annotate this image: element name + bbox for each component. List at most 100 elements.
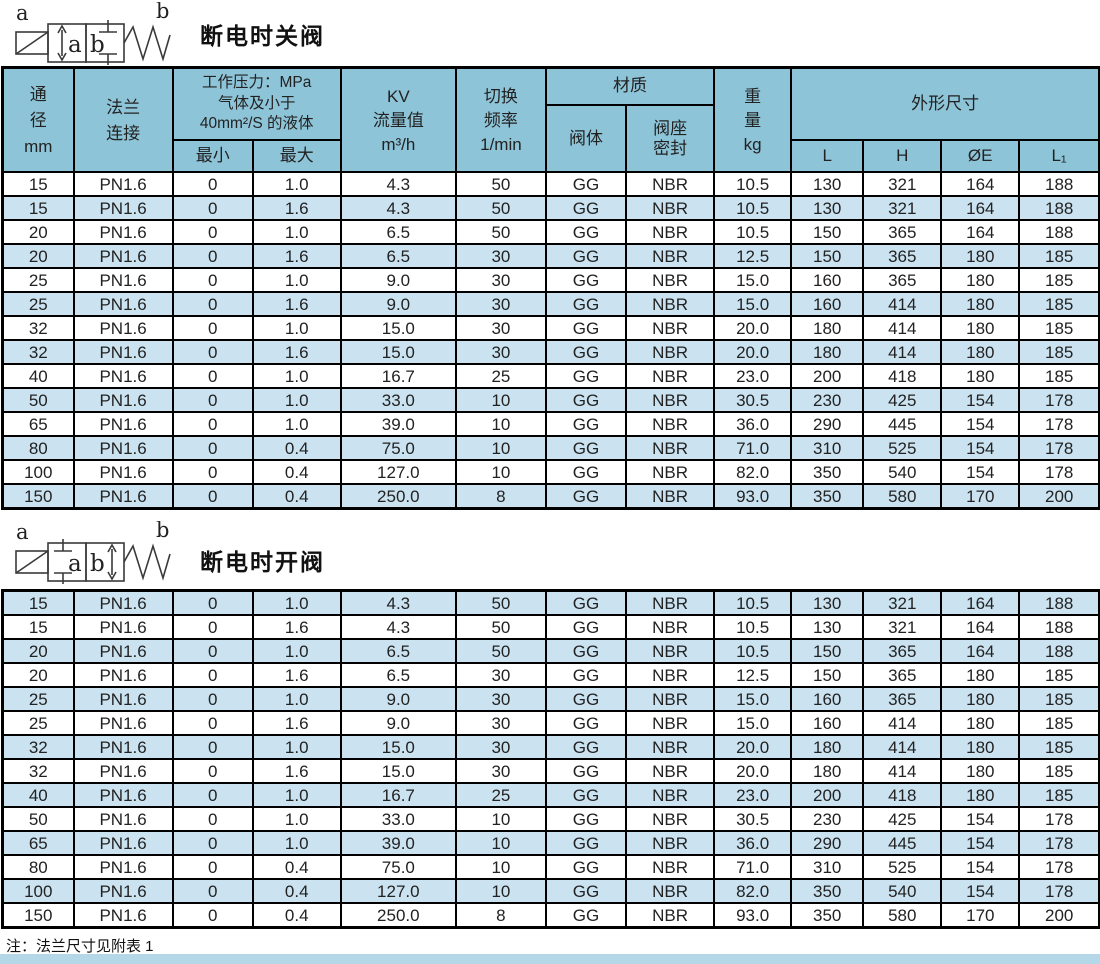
cell: 65 <box>1 411 75 437</box>
cell: 15.0 <box>339 315 457 341</box>
cell: 0 <box>171 363 254 389</box>
cell: 185 <box>1018 662 1100 688</box>
cell: 15.0 <box>713 710 793 736</box>
cell: 525 <box>862 435 943 461</box>
cell: 50 <box>454 219 547 245</box>
cell: 10.5 <box>713 171 793 197</box>
cell: 150 <box>790 219 865 245</box>
cell: 30 <box>454 267 547 293</box>
cell: 39.0 <box>339 830 457 856</box>
cell: 321 <box>862 171 943 197</box>
cell: 185 <box>1018 782 1100 808</box>
cell: 71.0 <box>713 435 793 461</box>
col-pressure-max: 最大 <box>251 141 339 171</box>
cell: PN1.6 <box>72 363 174 389</box>
cell: 188 <box>1018 638 1100 664</box>
cell: 0 <box>171 195 254 221</box>
cell: NBR <box>625 171 716 197</box>
cell: 188 <box>1018 589 1100 616</box>
cell: 39.0 <box>339 411 457 437</box>
col-material-seal: 阀座 密封 <box>625 106 712 171</box>
cell: 365 <box>862 243 943 269</box>
cell: 25 <box>1 686 75 712</box>
cell: 20.0 <box>713 339 793 365</box>
cell: 250.0 <box>339 483 457 510</box>
cell: 130 <box>790 614 865 640</box>
cell: GG <box>544 291 628 317</box>
cell: 30 <box>454 686 547 712</box>
table-row: 150 PN1.6 0 0.4 250.0 8 GG NBR 93.0 350 580 170 200 <box>1 483 1100 510</box>
cell: 20.0 <box>713 758 793 784</box>
cell: 8 <box>454 483 547 510</box>
cell: 180 <box>940 686 1021 712</box>
cell: 0 <box>171 435 254 461</box>
cell: 9.0 <box>339 291 457 317</box>
col-weight-line2: 量 <box>744 110 762 130</box>
cell: 20.0 <box>713 734 793 760</box>
cell: NBR <box>625 387 716 413</box>
table-body-open: 15 PN1.6 0 1.0 4.3 50 GG NBR 10.5 130 321 164 188 15 P… <box>1 589 1100 929</box>
cell: 180 <box>940 267 1021 293</box>
section-title-open: 断电时开阀 <box>200 549 325 575</box>
cell: 418 <box>862 363 943 389</box>
cell: 25 <box>1 291 75 317</box>
dimensions-title: 外形尺寸 <box>911 93 980 113</box>
cell: 164 <box>940 614 1021 640</box>
symbol-label-b: b <box>156 521 169 542</box>
cell: GG <box>544 758 628 784</box>
cell: GG <box>544 339 628 365</box>
cell: 414 <box>862 339 943 365</box>
cell: 1.0 <box>251 315 342 341</box>
cell: 365 <box>862 267 943 293</box>
cell: PN1.6 <box>72 219 174 245</box>
cell: NBR <box>625 339 716 365</box>
table-row: 80 PN1.6 0 0.4 75.0 10 GG NBR 71.0 310 525 154 178 <box>1 435 1100 461</box>
col-switch-frequency: 切换 频率 1/min <box>454 66 547 173</box>
symbol-label-b: b <box>156 2 169 23</box>
cell: 0 <box>171 830 254 856</box>
cell: 0 <box>171 459 254 485</box>
cell: PN1.6 <box>72 589 174 616</box>
cell: 164 <box>940 219 1021 245</box>
cell: 25 <box>454 363 547 389</box>
cell: 0 <box>171 614 254 640</box>
cell: GG <box>544 195 628 221</box>
valve-symbol-closed-drawing: a a b b <box>15 0 171 65</box>
cell: 180 <box>940 291 1021 317</box>
cell: 154 <box>940 387 1021 413</box>
cell: 20 <box>1 638 75 664</box>
cell: 180 <box>940 363 1021 389</box>
col-freq-line1: 切换 <box>483 86 518 106</box>
cell: 0 <box>171 243 254 269</box>
cell: 9.0 <box>339 710 457 736</box>
cell: PN1.6 <box>72 782 174 808</box>
cell: 540 <box>862 459 943 485</box>
cell: 9.0 <box>339 686 457 712</box>
cell: NBR <box>625 589 716 616</box>
cell: NBR <box>625 459 716 485</box>
table-body-closed: 15 PN1.6 0 1.0 4.3 50 GG NBR 10.5 130 321 164 188 15 P… <box>1 171 1100 510</box>
cell: 50 <box>454 171 547 197</box>
cell: 80 <box>1 435 75 461</box>
cell: 0 <box>171 339 254 365</box>
cell: 414 <box>862 734 943 760</box>
cell: NBR <box>625 411 716 437</box>
cell: 20 <box>1 662 75 688</box>
cell: 1.0 <box>251 638 342 664</box>
cell: 25 <box>1 267 75 293</box>
cell: 0.4 <box>251 435 342 461</box>
cell: 82.0 <box>713 878 793 904</box>
cell: 0 <box>171 589 254 616</box>
cell: PN1.6 <box>72 662 174 688</box>
cell: 188 <box>1018 195 1100 221</box>
cell: 0.4 <box>251 459 342 485</box>
cell: 180 <box>790 315 865 341</box>
cell: 188 <box>1018 171 1100 197</box>
cell: 0 <box>171 483 254 510</box>
footnote: 注：法兰尺寸见附表 1 <box>6 938 154 955</box>
cell: GG <box>544 171 628 197</box>
cell: 36.0 <box>713 411 793 437</box>
cell: 10 <box>454 878 547 904</box>
cell: 350 <box>790 902 865 929</box>
cell: 30.5 <box>713 806 793 832</box>
